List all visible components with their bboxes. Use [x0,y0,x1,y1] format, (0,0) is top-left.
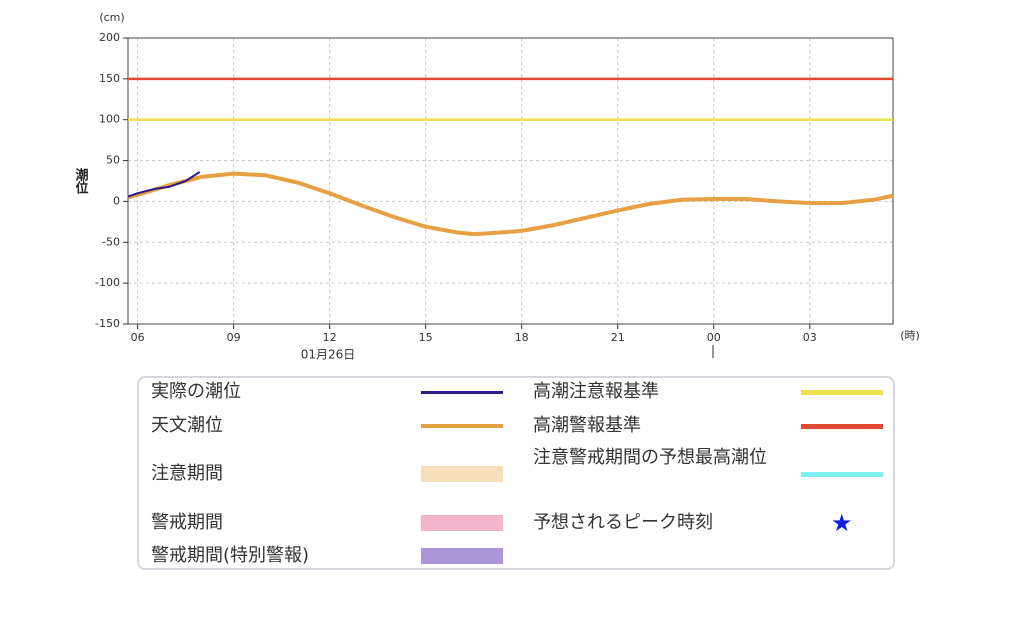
y-tick-label: -150 [95,317,120,330]
legend-label: 高潮警報基準 [533,415,641,436]
x-tick-label: 15 [419,331,433,344]
y-tick-label: 50 [106,154,120,167]
plot-area [128,38,893,324]
legend-label: 警戒期間(特別警報) [151,545,310,566]
x-tick-label: 12 [323,331,337,344]
x-tick-label: 21 [611,331,625,344]
legend-label: 高潮注意報基準 [533,381,659,402]
legend: 実際の潮位天文潮位注意期間警戒期間警戒期間(特別警報) 高潮注意報基準 高潮警報基準… [137,376,895,570]
legend-label: 注意期間 [151,463,223,484]
y-unit: (cm) [99,11,124,24]
legend-label: 注意警戒期間の予想最高潮位 [533,447,767,468]
legend-swatch [421,390,503,394]
x-tick-label: 09 [227,331,241,344]
series-line [127,171,894,237]
legend-label: 警戒期間 [151,512,223,533]
y-title: 潮位 [73,167,89,195]
plot-frame [127,37,894,325]
legend-swatch [421,515,503,531]
chart: (cm) (時) 潮位 01月26日 -150 -100 -50 0 50 100 150 2… [73,11,920,362]
legend-swatch [801,471,883,477]
x-tick-label: 06 [131,331,145,344]
date-label: 01月26日 [301,348,356,362]
x-tick-label: 18 [515,331,529,344]
legend-label: 実際の潮位 [151,381,241,402]
x-unit: (時) [900,329,920,342]
x-tick-label: 03 [803,331,817,344]
y-tick-label: 150 [99,72,120,85]
x-tick-label: 00 [707,331,721,344]
y-tick-label: 100 [99,113,120,126]
legend-star: ★ [831,509,853,537]
series-line [127,171,201,198]
legend-swatch [421,424,503,428]
y-tick-label: -50 [102,235,120,248]
legend-label: 予想されるピーク時刻 [533,512,713,533]
y-tick-label: 200 [99,31,120,44]
y-tick-label: 0 [113,194,120,207]
legend-label: 天文潮位 [151,415,223,436]
legend-swatch [801,423,883,429]
legend-swatch [421,548,503,564]
legend-swatch [421,466,503,482]
y-tick-label: -100 [95,276,120,289]
legend-swatch [801,389,883,395]
